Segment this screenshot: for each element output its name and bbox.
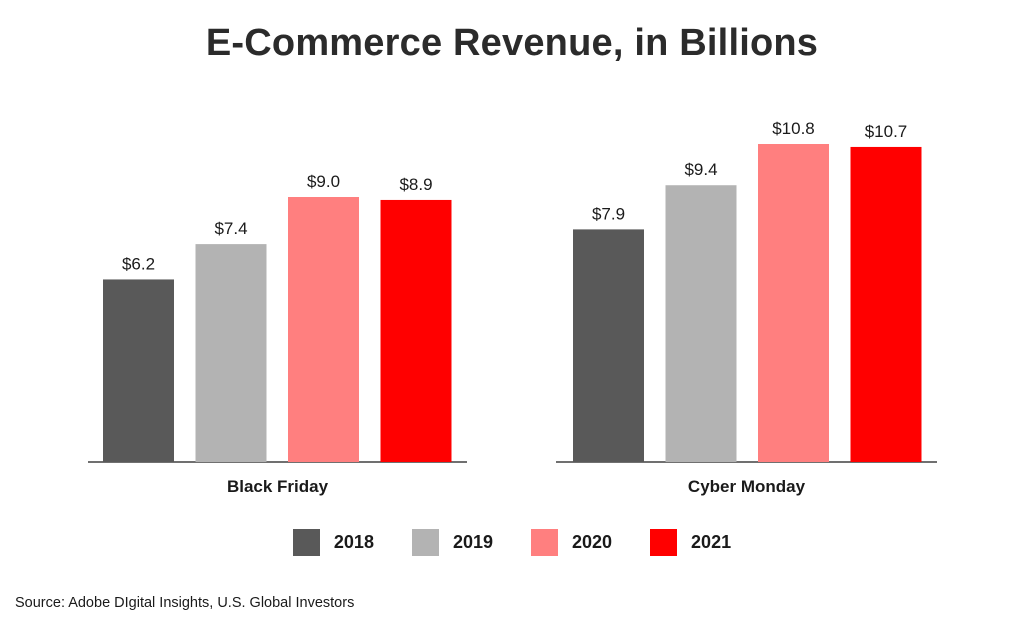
data-label-cyber-monday-2018: $7.9	[592, 204, 625, 223]
category-label-black-friday: Black Friday	[227, 477, 329, 496]
bar-cyber-monday-2019	[665, 185, 737, 462]
data-label-cyber-monday-2020: $10.8	[772, 119, 815, 138]
category-label-cyber-monday: Cyber Monday	[688, 477, 806, 496]
bar-black-friday-2018	[103, 279, 174, 462]
legend-swatch-2020	[531, 529, 558, 556]
legend-item-2020: 2020	[531, 529, 612, 556]
chart-plot: $6.2 $7.4 $9.0 $8.9 Black Friday $7.9 $9.4 $10.…	[88, 119, 937, 496]
data-label-cyber-monday-2019: $9.4	[684, 160, 717, 179]
legend-label-2020: 2020	[572, 532, 613, 552]
data-label-black-friday-2018: $6.2	[122, 254, 155, 273]
legend-item-2018: 2018	[292, 529, 374, 556]
data-label-black-friday-2020: $9.0	[307, 172, 340, 191]
legend: 2018 2019 2020 2021	[0, 529, 1024, 556]
source-note: Source: Adobe DIgital Insights, U.S. Glo…	[15, 595, 355, 611]
bar-cyber-monday-2018	[573, 229, 644, 462]
bar-cyber-monday-2020	[758, 144, 829, 462]
legend-swatch-2019	[411, 529, 439, 556]
data-label-black-friday-2019: $7.4	[214, 219, 247, 238]
bar-cyber-monday-2021	[850, 146, 922, 462]
legend-item-2021: 2021	[650, 529, 731, 556]
legend-item-2019: 2019	[411, 529, 493, 556]
legend-label-2021: 2021	[691, 532, 732, 552]
legend-swatch-2021	[650, 529, 678, 556]
legend-label-2018: 2018	[333, 532, 374, 552]
legend-label-2019: 2019	[452, 532, 493, 552]
bar-black-friday-2021	[380, 199, 452, 462]
data-label-black-friday-2021: $8.9	[399, 175, 432, 194]
legend-swatch-2018	[292, 529, 320, 556]
bar-black-friday-2020	[288, 197, 359, 462]
data-label-cyber-monday-2021: $10.7	[865, 122, 908, 141]
chart-title: E-Commerce Revenue, in Billions	[205, 22, 819, 64]
bar-black-friday-2019	[195, 244, 267, 462]
